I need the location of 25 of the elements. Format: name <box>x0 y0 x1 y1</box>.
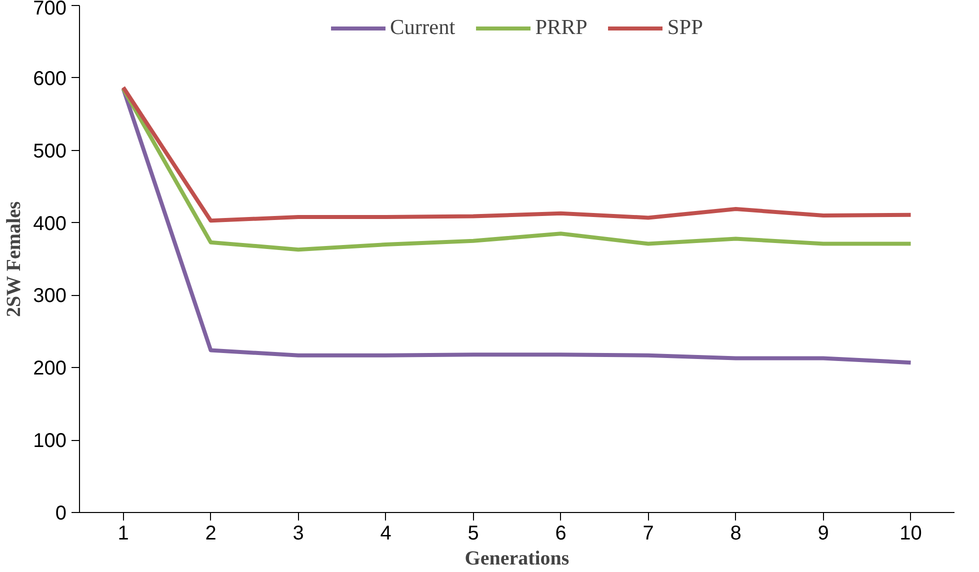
y-tick-label: 200 <box>33 358 67 380</box>
legend-label: Current <box>390 15 456 40</box>
x-tick-label: 4 <box>380 522 392 544</box>
y-tick-label: 400 <box>33 212 67 235</box>
x-tick-label: 3 <box>292 522 304 544</box>
y-tick-label: 300 <box>33 285 67 308</box>
legend-label: SPP <box>667 15 703 40</box>
y-tick-label: 100 <box>33 430 67 452</box>
x-tick-label: 10 <box>900 522 922 544</box>
y-tick-label: 700 <box>33 0 67 20</box>
line-series <box>121 85 913 223</box>
legend-label: PRRP <box>535 15 588 40</box>
y-tick-label: 500 <box>33 140 67 162</box>
x-tick-label: 2 <box>205 522 216 544</box>
x-tick-label: 7 <box>642 522 654 544</box>
x-tick-label: 6 <box>555 522 566 544</box>
x-tick-label: 5 <box>468 522 479 544</box>
x-tick-label: 8 <box>730 522 742 544</box>
line-series <box>121 86 913 252</box>
x-tick-label: 1 <box>118 522 129 544</box>
x-axis-title: Generations <box>464 548 570 570</box>
y-axis-title: 2SW Females <box>3 201 26 318</box>
y-tick-label: 0 <box>55 502 66 524</box>
x-tick-label: 9 <box>818 522 829 544</box>
y-tick-label: 600 <box>33 68 67 90</box>
